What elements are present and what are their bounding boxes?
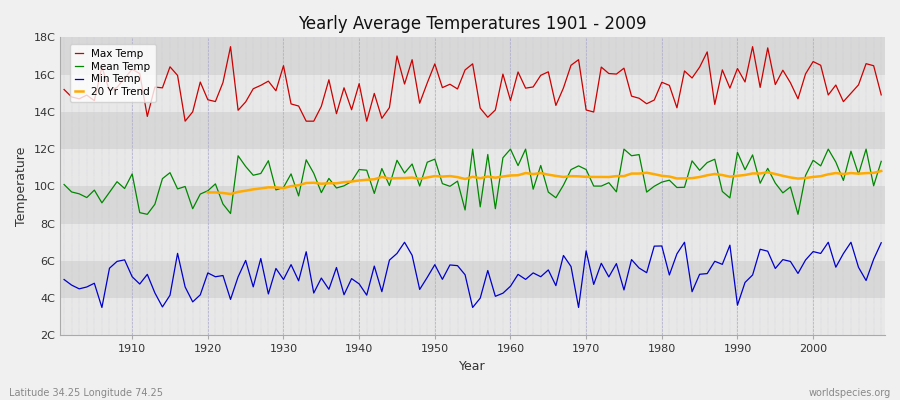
Mean Temp	[338, 184, 349, 188]
20 Yr Trend	[225, 192, 236, 196]
Line: Mean Temp: Mean Temp	[64, 149, 881, 214]
Max Temp	[876, 92, 886, 97]
20 Yr Trend	[680, 176, 690, 181]
Line: Min Temp: Min Temp	[64, 242, 881, 308]
Min Temp	[520, 277, 531, 282]
Max Temp	[520, 86, 531, 90]
Text: worldspecies.org: worldspecies.org	[809, 388, 891, 398]
Bar	[60, 261, 885, 298]
Min Temp	[96, 305, 107, 310]
Title: Yearly Average Temperatures 1901 - 2009: Yearly Average Temperatures 1901 - 2009	[299, 15, 647, 33]
Max Temp	[346, 107, 357, 112]
Mean Temp	[611, 190, 622, 194]
Bar	[60, 298, 885, 336]
Mean Temp	[520, 147, 531, 152]
Max Temp	[225, 44, 236, 49]
Mean Temp	[119, 186, 130, 191]
Mean Temp	[142, 212, 153, 217]
Text: Latitude 34.25 Longitude 74.25: Latitude 34.25 Longitude 74.25	[9, 388, 163, 398]
Max Temp	[119, 76, 130, 81]
Mean Temp	[58, 182, 69, 187]
Min Temp	[338, 292, 349, 297]
Bar	[60, 112, 885, 149]
Y-axis label: Temperature: Temperature	[15, 147, 28, 226]
Bar	[60, 149, 885, 186]
Min Temp	[127, 274, 138, 279]
20 Yr Trend	[301, 181, 311, 186]
Max Temp	[611, 72, 622, 76]
Mean Temp	[293, 194, 304, 198]
20 Yr Trend	[202, 190, 213, 195]
20 Yr Trend	[770, 172, 780, 176]
20 Yr Trend	[853, 171, 864, 176]
20 Yr Trend	[414, 176, 425, 181]
Max Temp	[513, 70, 524, 74]
Mean Temp	[513, 163, 524, 168]
Line: 20 Yr Trend: 20 Yr Trend	[208, 171, 881, 194]
Min Temp	[293, 278, 304, 283]
Min Temp	[400, 240, 410, 245]
Min Temp	[513, 272, 524, 277]
20 Yr Trend	[785, 175, 796, 180]
Bar	[60, 37, 885, 74]
Max Temp	[58, 87, 69, 92]
Mean Temp	[467, 147, 478, 152]
Bar	[60, 224, 885, 261]
X-axis label: Year: Year	[459, 360, 486, 373]
Max Temp	[301, 119, 311, 124]
Mean Temp	[876, 159, 886, 164]
Min Temp	[58, 277, 69, 282]
Legend: Max Temp, Mean Temp, Min Temp, 20 Yr Trend: Max Temp, Mean Temp, Min Temp, 20 Yr Tre…	[69, 44, 156, 102]
Bar	[60, 74, 885, 112]
Line: Max Temp: Max Temp	[64, 47, 881, 121]
Bar	[60, 186, 885, 224]
Min Temp	[876, 240, 886, 245]
Max Temp	[180, 119, 191, 124]
20 Yr Trend	[876, 169, 886, 174]
Min Temp	[611, 261, 622, 266]
